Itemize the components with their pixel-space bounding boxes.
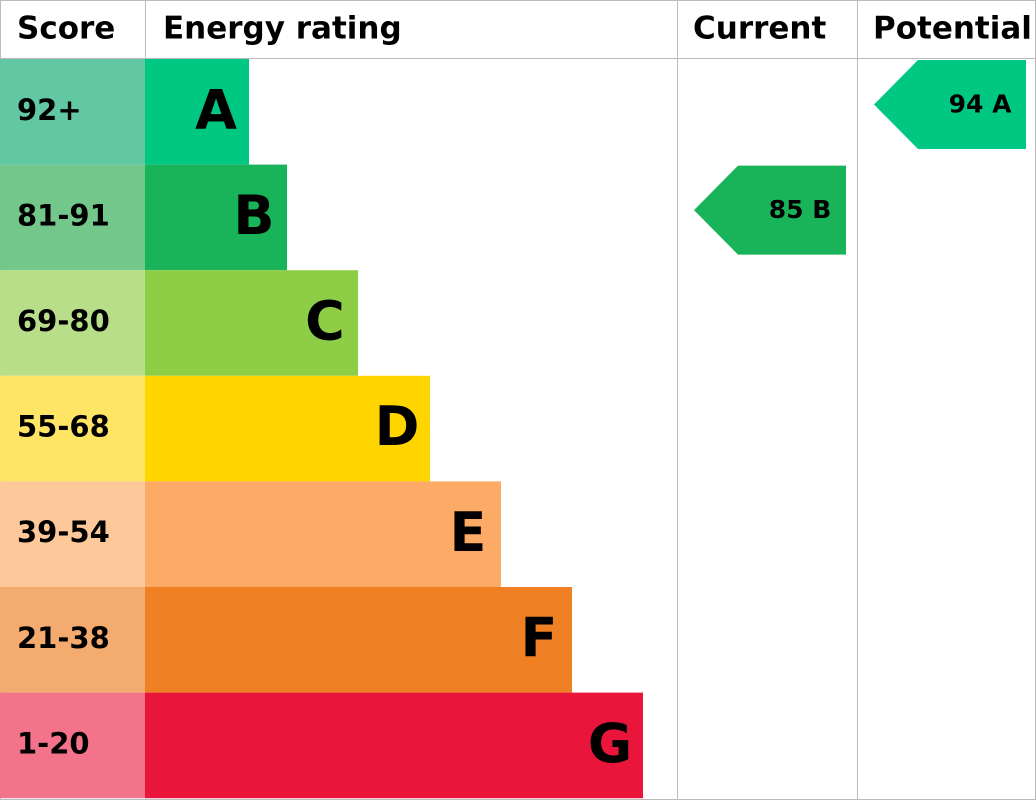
- rating-bar: [145, 270, 358, 376]
- score-range: 21-38: [17, 621, 110, 655]
- rating-letter: E: [450, 501, 487, 564]
- rating-letter: C: [305, 290, 345, 353]
- rating-bar: [145, 164, 287, 271]
- current-score: 85: [769, 195, 804, 224]
- current-label: 85 B: [769, 195, 832, 224]
- score-cell: [0, 59, 145, 165]
- header-score: Score: [17, 11, 115, 47]
- rating-letter: B: [233, 184, 274, 247]
- header-potential: Potential: [873, 11, 1032, 47]
- current-rating: B: [812, 195, 831, 224]
- potential-rating: A: [992, 90, 1012, 119]
- score-cell: [0, 692, 145, 799]
- rating-letter: F: [521, 606, 558, 669]
- score-cell: [0, 481, 145, 587]
- header-rating: Energy rating: [163, 11, 402, 47]
- score-cell: [0, 164, 145, 271]
- score-cell: [0, 270, 145, 376]
- score-range: 92+: [17, 93, 82, 127]
- rating-bar: [145, 375, 430, 482]
- potential-score: 94: [949, 90, 984, 119]
- rating-letter: G: [588, 712, 632, 775]
- score-cell: [0, 587, 145, 693]
- rating-letter: A: [195, 78, 237, 141]
- current-arrow: [694, 165, 846, 255]
- score-range: 39-54: [17, 515, 110, 549]
- potential-label: 94 A: [949, 90, 1013, 119]
- score-range: 55-68: [17, 410, 110, 444]
- score-range: 81-91: [17, 198, 110, 232]
- score-range: 69-80: [17, 304, 110, 338]
- rating-bar: [145, 481, 501, 587]
- rating-bar: [145, 587, 572, 693]
- rating-bar: [145, 692, 643, 799]
- potential-arrow: [874, 60, 1026, 149]
- rating-bar: [145, 59, 249, 165]
- header-current: Current: [693, 11, 826, 47]
- score-range: 1-20: [17, 726, 90, 760]
- rating-letter: D: [375, 395, 420, 458]
- score-cell: [0, 375, 145, 482]
